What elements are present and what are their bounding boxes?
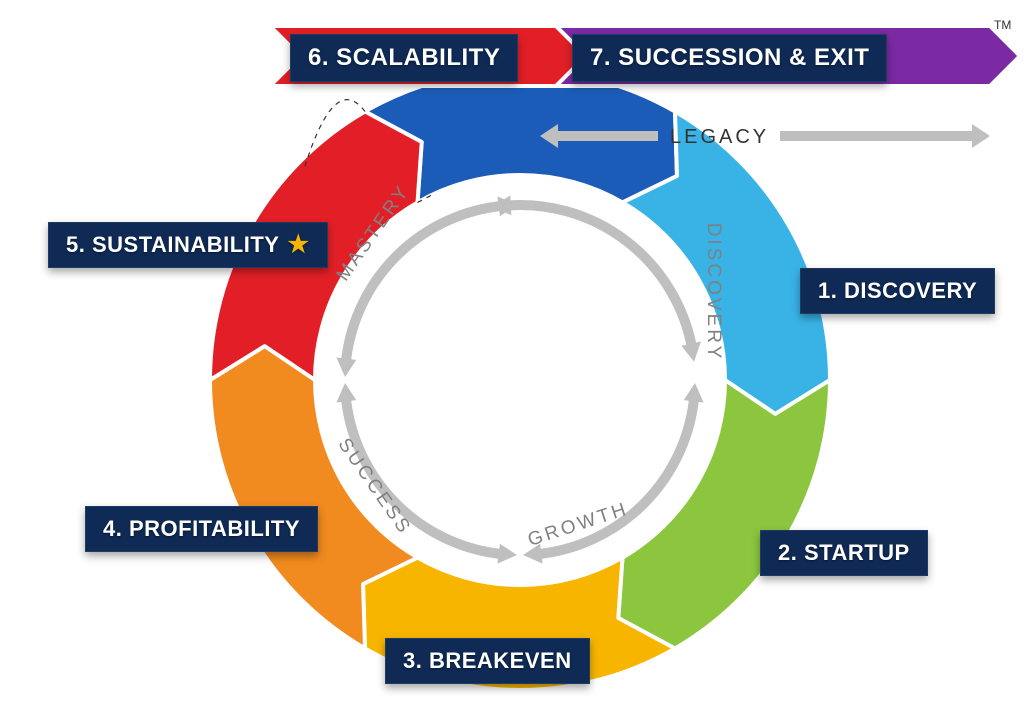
outer-ring (210, 70, 830, 690)
stage-label-text: 7. SUCCESSION & EXIT (590, 44, 869, 72)
stage-label-text: 5. SUSTAINABILITY (66, 232, 279, 258)
legacy-arrowhead-right (972, 124, 990, 148)
stage-label-succession: 7. SUCCESSION & EXIT (572, 34, 887, 82)
inner-arrowhead (336, 357, 356, 376)
stage-label-text: 4. PROFITABILITY (103, 516, 300, 542)
stage-label-scalability: 6. SCALABILITY (290, 34, 518, 82)
stage-label-profitability: 4. PROFITABILITY (85, 506, 318, 552)
star-icon: ★ (287, 233, 309, 257)
stage-label-discovery: 1. DISCOVERY (800, 268, 995, 314)
inner-arrowhead (336, 383, 356, 402)
inner-arrowhead (497, 544, 516, 564)
legacy-label: LEGACY (670, 126, 769, 148)
inner-arrowhead (684, 383, 704, 402)
inner-arrowhead (681, 342, 701, 362)
stage-label-breakeven: 3. BREAKEVEN (385, 638, 590, 684)
inner-label-discovery: DISCOVERY (703, 223, 724, 362)
diagram-stage: DISCOVERYGROWTHSUCCESSMASTERY LEGACY 1. D… (0, 0, 1024, 710)
stage-label-text: 1. DISCOVERY (818, 278, 977, 304)
inner-cycle: DISCOVERYGROWTHSUCCESSMASTERY (333, 181, 724, 564)
trademark-symbol: TM (994, 18, 1011, 32)
stage-label-text: 2. STARTUP (778, 540, 910, 566)
stage-label-startup: 2. STARTUP (760, 530, 928, 576)
stage-label-text: 6. SCALABILITY (308, 44, 500, 72)
diagram-svg: DISCOVERYGROWTHSUCCESSMASTERY LEGACY (0, 0, 1024, 710)
segment-breakeven (618, 380, 830, 648)
stage-label-text: 3. BREAKEVEN (403, 648, 572, 674)
stage-label-sustainability: 5. SUSTAINABILITY ★ (48, 222, 328, 268)
